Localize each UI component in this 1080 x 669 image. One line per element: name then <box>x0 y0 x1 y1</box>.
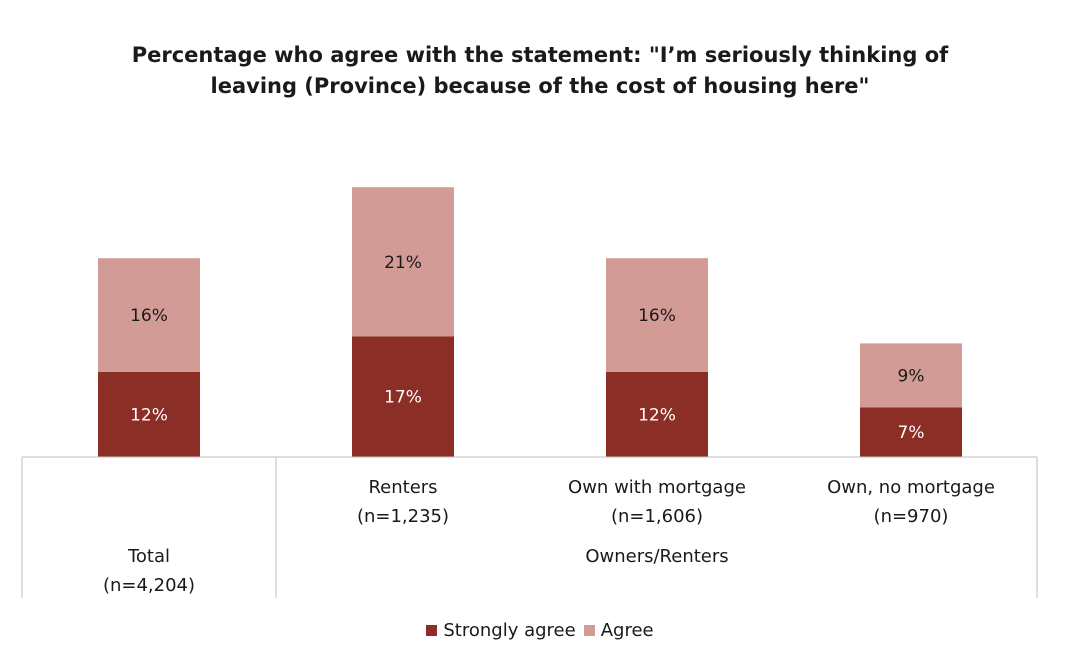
legend-item-agree: Agree <box>583 620 654 641</box>
chart-title-line-2: leaving (Province) because of the cost o… <box>210 74 870 98</box>
category-label-1-line-1: Renters <box>368 477 437 498</box>
group-label: Owners/Renters <box>585 546 728 567</box>
category-label-0-line-2: (n=4,204) <box>103 575 195 596</box>
data-label-agree-3: 9% <box>898 366 925 386</box>
bar-agree-1 <box>352 187 454 337</box>
bar-strongly-agree-1 <box>352 336 454 457</box>
chart-title-line-1: Percentage who agree with the statement:… <box>131 43 949 67</box>
legend-swatch-agree <box>583 625 595 636</box>
data-label-strongly-agree-1: 17% <box>384 388 422 408</box>
category-label-2-line-2: (n=1,606) <box>611 506 703 527</box>
data-label-strongly-agree-3: 7% <box>898 423 925 443</box>
bar-strongly-agree-0 <box>98 371 200 457</box>
data-label-strongly-agree-0: 12% <box>130 405 168 425</box>
legend-label-agree: Agree <box>600 620 654 641</box>
category-label-1-line-2: (n=1,235) <box>357 506 449 527</box>
legend-label-strongly-agree: Strongly agree <box>443 620 576 641</box>
data-label-agree-0: 16% <box>130 306 168 326</box>
bar-strongly-agree-3 <box>860 407 962 457</box>
category-label-0-line-1: Total <box>127 546 170 567</box>
bar-agree-2 <box>606 258 708 372</box>
bar-agree-0 <box>98 258 200 372</box>
chart-legend: Strongly agree Agree <box>0 620 1080 641</box>
data-label-agree-2: 16% <box>638 306 676 326</box>
legend-item-strongly-agree: Strongly agree <box>426 620 576 641</box>
data-label-agree-1: 21% <box>384 253 422 273</box>
data-label-strongly-agree-2: 12% <box>638 405 676 425</box>
bar-agree-3 <box>860 343 962 408</box>
bar-strongly-agree-2 <box>606 371 708 457</box>
category-label-3-line-2: (n=970) <box>874 506 949 527</box>
legend-swatch-strongly-agree <box>426 625 438 636</box>
category-label-2-line-1: Own with mortgage <box>568 477 746 498</box>
category-label-3-line-1: Own, no mortgage <box>827 477 995 498</box>
chart-title: Percentage who agree with the statement:… <box>0 40 1080 102</box>
